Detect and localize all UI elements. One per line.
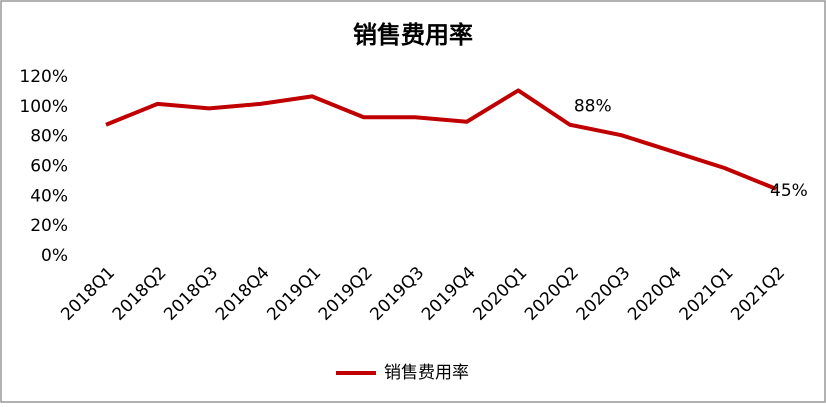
data-label: 88% (574, 97, 612, 117)
y-tick-label: 40% (30, 186, 68, 206)
y-tick-label: 20% (30, 216, 68, 236)
data-label: 45% (770, 181, 808, 201)
y-tick-label: 60% (30, 157, 68, 177)
legend-label: 销售费用率 (384, 363, 469, 383)
y-tick-label: 100% (19, 97, 68, 117)
y-tick-label: 80% (30, 127, 68, 147)
y-tick-label: 0% (41, 246, 68, 266)
line (105, 88, 777, 191)
y-tick-label: 120% (19, 67, 68, 87)
chart-title: 销售费用率 (353, 21, 473, 49)
